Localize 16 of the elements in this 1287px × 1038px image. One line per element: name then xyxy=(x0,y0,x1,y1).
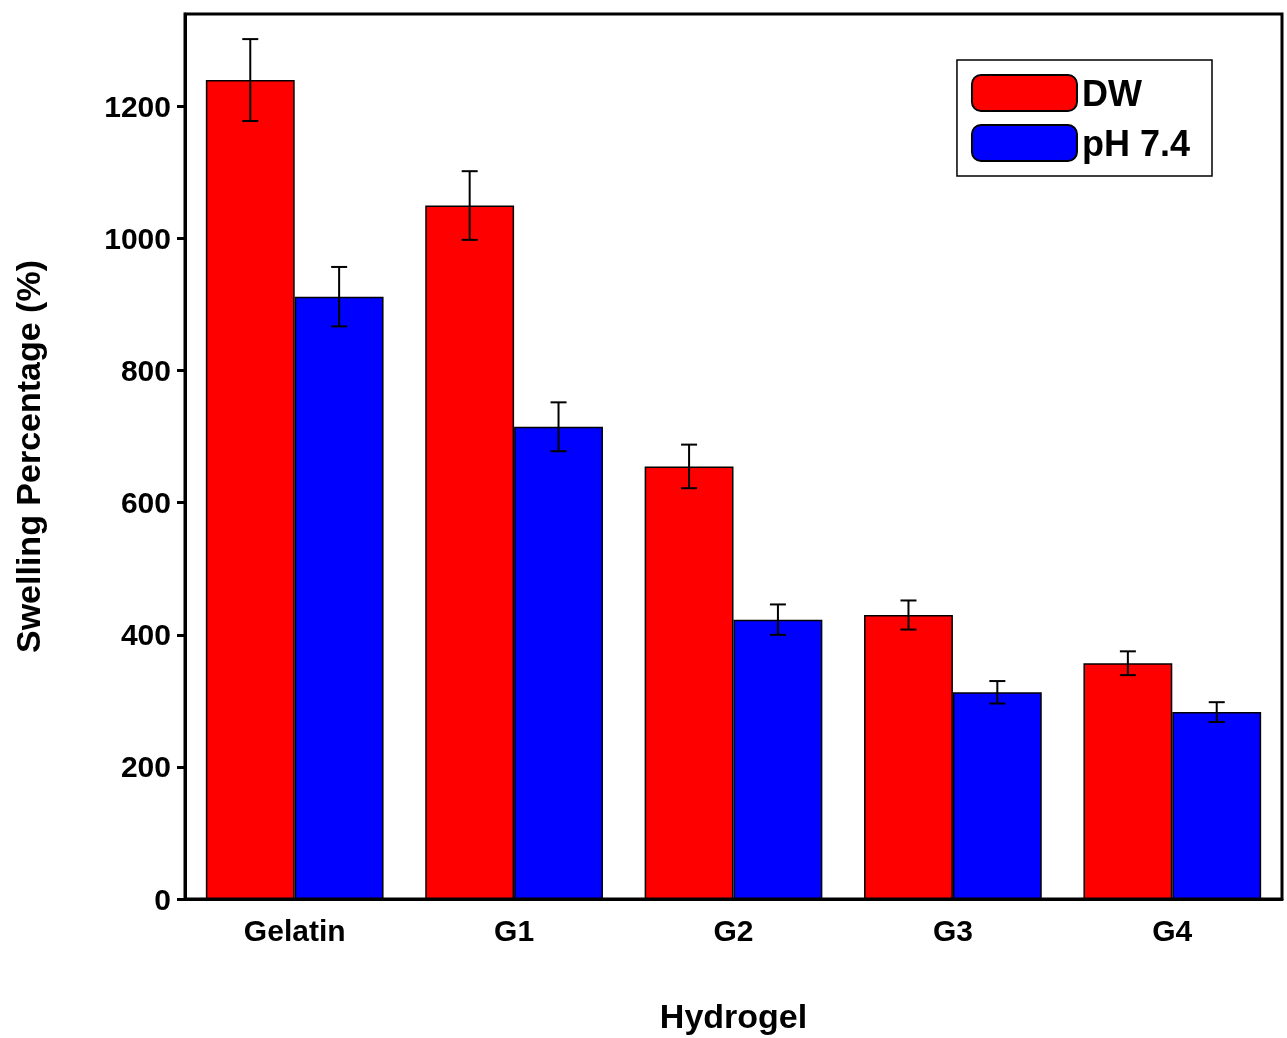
x-axis-title: Hydrogel xyxy=(659,997,808,1035)
legend-label: pH 7.4 xyxy=(1081,122,1191,164)
y-tick-label: 1000 xyxy=(104,222,171,256)
legend-label: DW xyxy=(1081,72,1142,114)
y-tick-label: 0 xyxy=(154,882,171,916)
x-tick-label: G4 xyxy=(1152,913,1193,947)
x-tick-label: G3 xyxy=(932,913,973,947)
y-tick-label: 800 xyxy=(120,354,171,388)
y-tick-label: 400 xyxy=(120,618,171,652)
x-tick-label: G1 xyxy=(494,913,535,947)
x-tick-label: Gelatin xyxy=(243,913,346,947)
y-tick-label: 600 xyxy=(120,486,171,520)
x-tick-label: G2 xyxy=(713,913,754,947)
y-axis-title: Swelling Percentage (%) xyxy=(9,260,47,653)
y-tick-label: 1200 xyxy=(104,89,171,123)
y-tick-label: 200 xyxy=(120,750,171,784)
